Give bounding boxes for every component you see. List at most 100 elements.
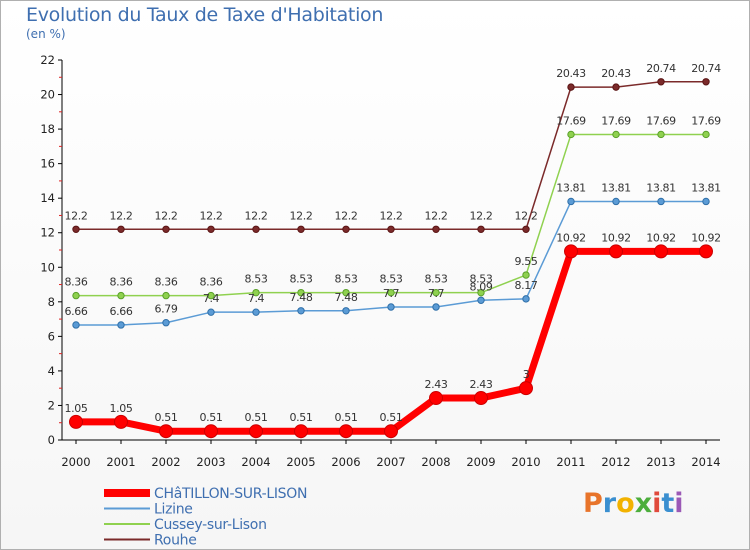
data-label: 17.69	[556, 114, 586, 127]
data-label: 6.66	[65, 305, 88, 318]
data-point	[342, 307, 350, 315]
data-label: 12.2	[470, 209, 493, 222]
data-label: 12.2	[245, 209, 268, 222]
x-tick-label: 2012	[601, 455, 630, 469]
y-tick-label: 22	[40, 53, 55, 67]
data-label: 12.2	[425, 209, 448, 222]
data-label: 7.7	[428, 287, 445, 300]
data-point	[519, 381, 533, 396]
data-label: 12.2	[65, 209, 88, 222]
unit-label: (en %)	[26, 27, 66, 41]
data-point	[162, 291, 170, 300]
y-tick-label: 0	[48, 433, 55, 447]
data-label: 6.66	[110, 305, 133, 318]
data-label: 13.81	[646, 181, 676, 194]
data-label: 1.05	[65, 402, 88, 415]
data-point	[249, 424, 263, 439]
data-point	[117, 321, 125, 329]
data-label: 12.2	[335, 209, 358, 222]
data-label: 12.2	[290, 209, 313, 222]
legend-entry: Cussey-sur-Lison	[104, 517, 267, 533]
data-point	[432, 288, 440, 297]
data-point	[297, 225, 305, 233]
data-point	[702, 130, 710, 139]
data-point	[432, 303, 440, 311]
data-point	[342, 288, 350, 297]
data-point	[699, 244, 713, 259]
data-label: 12.2	[515, 209, 538, 222]
data-label: 8.53	[425, 273, 448, 286]
data-point	[252, 288, 260, 297]
data-point	[117, 291, 125, 300]
legend-label: Rouhe	[154, 533, 197, 549]
logo-letter: P	[583, 488, 603, 519]
data-label: 8.53	[470, 273, 493, 286]
series-rouhe	[72, 78, 710, 233]
data-label: 10.92	[556, 231, 586, 244]
data-point	[564, 244, 578, 259]
data-point	[297, 288, 305, 297]
x-tick-label: 2000	[61, 455, 90, 469]
proxiti-logo: Proxiti	[583, 488, 684, 519]
data-label: 8.36	[65, 276, 88, 289]
data-label: 7.4	[248, 292, 265, 305]
data-point	[522, 271, 530, 279]
data-label: 8.53	[290, 273, 313, 286]
value-labels: 1.05 1.05 0.51 0.51 0.51 0.51 0.51 0.51 2.43 2.43…	[65, 62, 722, 424]
x-tick-label: 2014	[691, 455, 720, 469]
data-point	[522, 295, 530, 303]
x-tick-label: 2010	[511, 455, 540, 469]
chart-title: Evolution du Taux de Taxe d'Habitation	[26, 4, 384, 26]
data-point	[159, 424, 173, 439]
data-label: 10.92	[691, 231, 721, 244]
x-tick-label: 2005	[286, 455, 315, 469]
data-point	[114, 414, 128, 429]
x-tick-label: 2006	[331, 455, 360, 469]
series-layer	[69, 78, 713, 439]
data-point	[162, 319, 170, 327]
data-point	[72, 225, 80, 233]
data-point	[567, 83, 575, 91]
x-tick-label: 2004	[241, 455, 270, 469]
data-label: 1.05	[110, 402, 133, 415]
logo-letter: o	[616, 488, 635, 519]
logo-letter: x	[634, 488, 653, 519]
data-point	[297, 307, 305, 315]
data-label: 20.74	[646, 62, 676, 75]
data-point	[387, 225, 395, 233]
data-label: 17.69	[691, 114, 721, 127]
data-point	[567, 130, 575, 139]
x-tick-label: 2011	[556, 455, 585, 469]
data-point	[657, 78, 665, 86]
data-label: 12.2	[380, 209, 403, 222]
data-label: 13.81	[601, 181, 631, 194]
data-point	[567, 197, 575, 206]
data-point	[207, 291, 215, 300]
data-point	[609, 244, 623, 259]
data-point	[657, 197, 665, 206]
legend-entry: Lizine	[104, 502, 193, 518]
data-label: 10.92	[646, 231, 676, 244]
y-tick-label: 12	[40, 226, 55, 240]
data-label: 17.69	[646, 114, 676, 127]
data-point	[207, 225, 215, 233]
data-label: 8.09	[470, 280, 493, 293]
x-tick-label: 2008	[421, 455, 450, 469]
data-label: 0.51	[155, 411, 178, 424]
y-tick-label: 10	[40, 260, 55, 274]
y-tick-label: 2	[48, 398, 55, 412]
data-point	[654, 244, 668, 259]
legend-label: CHâTILLON-SUR-LISON	[154, 486, 307, 502]
data-label: 8.53	[245, 273, 268, 286]
data-label: 7.7	[383, 287, 400, 300]
logo-letter: t	[661, 488, 675, 519]
data-point	[384, 424, 398, 439]
data-point	[429, 391, 443, 406]
y-tick-label: 18	[40, 122, 55, 136]
legend: CHâTILLON-SUR-LISONLizineCussey-sur-Liso…	[104, 486, 307, 549]
data-label: 12.2	[200, 209, 223, 222]
data-label: 8.53	[380, 273, 403, 286]
data-label: 7.4	[203, 292, 220, 305]
x-tick-label: 2013	[646, 455, 675, 469]
